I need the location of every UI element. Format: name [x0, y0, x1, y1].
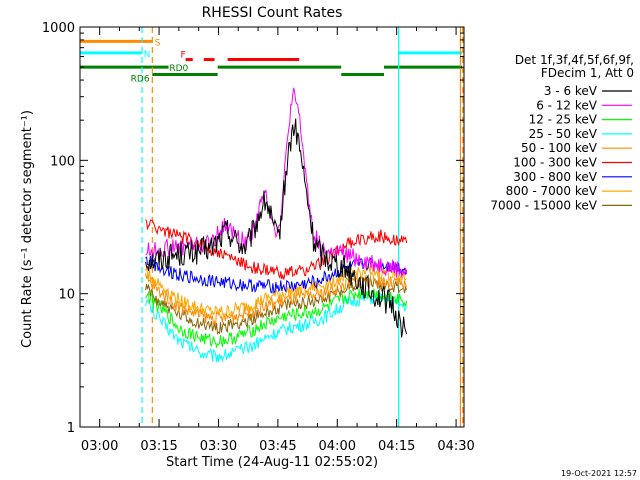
chart-title: RHESSI Count Rates: [202, 5, 343, 21]
legend: Det 1f,3f,4f,5f,6f,9f,FDecim 1, Att 0 3 -…: [490, 53, 634, 212]
x-tick-label: 04:15: [378, 439, 415, 454]
flag-label-s: S: [155, 38, 161, 48]
legend-label: 100 - 300 keV: [513, 156, 597, 170]
flag-labels: SN F RD0 RD6: [131, 38, 189, 84]
y-tick-label: 1: [67, 421, 75, 436]
series-line: [145, 277, 408, 335]
series-layer: [145, 87, 408, 363]
x-axis: 03:00 03:15 03:30 03:45 04:00 04:15 04:30: [81, 27, 475, 454]
vertical-markers: [80, 27, 464, 427]
flag-label-rd6: RD6: [131, 75, 150, 85]
x-tick-label: 03:45: [259, 439, 296, 454]
y-axis-label: Count Rate (s⁻¹ detector segment⁻¹): [20, 110, 35, 348]
x-tick-label: 03:15: [140, 439, 177, 454]
series-line: [145, 87, 408, 279]
series-line: [145, 263, 407, 318]
y-tick-label: 100: [50, 154, 75, 169]
y-tick-label: 10: [58, 288, 75, 303]
legend-header: FDecim 1, Att 0: [541, 66, 634, 80]
flag-bars: [80, 39, 463, 77]
series-line: [145, 219, 408, 280]
series-line: [145, 288, 408, 349]
legend-label: 7000 - 15000 keV: [490, 198, 597, 212]
x-axis-label: Start Time (24-Aug-11 02:55:02): [166, 455, 378, 470]
flag-label-f: F: [180, 51, 185, 61]
legend-label: 300 - 800 keV: [513, 170, 597, 184]
flag-label-n: N: [144, 50, 151, 60]
legend-label: 800 - 7000 keV: [506, 184, 598, 198]
legend-label: 25 - 50 keV: [529, 127, 598, 141]
plot-frame: [79, 26, 465, 428]
y-axis: 1 10 100 1000: [42, 21, 464, 436]
legend-label: 12 - 25 keV: [529, 113, 598, 127]
series-line: [145, 118, 408, 338]
x-tick-label: 04:00: [319, 439, 356, 454]
x-tick-label: 03:30: [200, 439, 237, 454]
legend-label: 6 - 12 keV: [536, 98, 598, 112]
x-tick-label: 03:00: [81, 439, 118, 454]
legend-label: 3 - 6 keV: [544, 84, 598, 98]
legend-header: Det 1f,3f,4f,5f,6f,9f,: [515, 53, 634, 67]
legend-label: 50 - 100 keV: [521, 141, 598, 155]
y-tick-label: 1000: [42, 21, 75, 36]
footer-timestamp: 19-Oct-2021 12:57: [561, 469, 637, 478]
flag-label-rd0: RD0: [169, 64, 188, 74]
series-line: [145, 255, 408, 294]
x-tick-label: 04:30: [437, 439, 474, 454]
